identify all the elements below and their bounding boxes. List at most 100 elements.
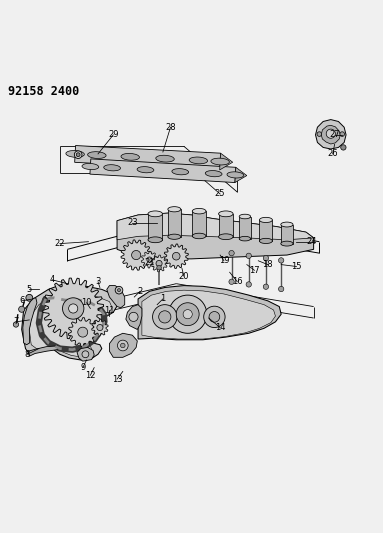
Ellipse shape [82, 164, 99, 169]
Text: 19: 19 [219, 256, 229, 265]
Circle shape [19, 306, 25, 312]
Circle shape [26, 294, 33, 301]
Text: 7: 7 [13, 317, 19, 326]
Text: 10: 10 [81, 298, 92, 307]
Polygon shape [77, 348, 94, 361]
Ellipse shape [168, 234, 181, 239]
Polygon shape [316, 119, 346, 149]
Polygon shape [43, 278, 104, 339]
Polygon shape [90, 159, 236, 182]
Text: 24: 24 [306, 237, 317, 246]
Text: 2: 2 [137, 287, 142, 296]
Circle shape [229, 279, 234, 285]
Ellipse shape [205, 171, 222, 177]
Polygon shape [23, 298, 37, 345]
Circle shape [278, 286, 284, 292]
Text: 14: 14 [215, 323, 225, 332]
Ellipse shape [259, 238, 272, 244]
Text: 17: 17 [249, 266, 260, 275]
Circle shape [82, 351, 89, 358]
Circle shape [152, 305, 177, 329]
Circle shape [340, 132, 345, 136]
Ellipse shape [189, 157, 208, 164]
Circle shape [78, 327, 88, 337]
Polygon shape [148, 214, 162, 240]
Polygon shape [138, 286, 281, 340]
Text: 11: 11 [104, 306, 115, 315]
Polygon shape [68, 318, 97, 346]
Circle shape [176, 303, 199, 326]
Circle shape [317, 132, 322, 136]
Polygon shape [192, 211, 206, 236]
Ellipse shape [168, 207, 181, 212]
Text: 1: 1 [160, 294, 165, 303]
Ellipse shape [219, 234, 233, 240]
Polygon shape [281, 224, 293, 244]
Polygon shape [168, 209, 181, 237]
Circle shape [204, 306, 225, 328]
Circle shape [121, 343, 125, 348]
Polygon shape [219, 214, 233, 237]
Ellipse shape [211, 158, 229, 165]
Text: 12: 12 [85, 371, 96, 379]
Text: 9: 9 [80, 363, 85, 372]
Polygon shape [29, 293, 112, 357]
Ellipse shape [148, 211, 162, 217]
Ellipse shape [172, 168, 189, 175]
Circle shape [13, 322, 19, 327]
Text: 29: 29 [108, 131, 118, 139]
Polygon shape [239, 216, 250, 239]
Circle shape [209, 311, 220, 322]
Text: 8: 8 [25, 350, 30, 359]
Text: 28: 28 [165, 123, 176, 132]
Polygon shape [107, 286, 125, 308]
Ellipse shape [281, 222, 293, 227]
Polygon shape [142, 290, 275, 339]
Text: 27: 27 [329, 131, 340, 139]
Polygon shape [235, 167, 247, 182]
Polygon shape [22, 284, 119, 360]
Circle shape [341, 145, 346, 150]
Text: 4: 4 [49, 276, 55, 285]
Circle shape [62, 298, 84, 319]
Ellipse shape [148, 237, 162, 243]
Polygon shape [121, 240, 151, 270]
Ellipse shape [239, 236, 250, 241]
Ellipse shape [227, 172, 244, 178]
Text: 23: 23 [127, 218, 137, 227]
Text: 20: 20 [178, 271, 189, 280]
Text: 5: 5 [27, 285, 32, 294]
Circle shape [159, 311, 171, 323]
Circle shape [263, 255, 268, 261]
Polygon shape [92, 319, 108, 336]
Circle shape [183, 310, 192, 319]
Polygon shape [321, 125, 340, 144]
Circle shape [115, 286, 123, 294]
Circle shape [69, 304, 78, 313]
Circle shape [326, 129, 336, 138]
Text: 6: 6 [19, 296, 25, 305]
Circle shape [246, 253, 251, 259]
Ellipse shape [66, 150, 84, 157]
Ellipse shape [104, 165, 121, 171]
Circle shape [156, 261, 162, 266]
Ellipse shape [137, 167, 154, 173]
Polygon shape [117, 213, 314, 259]
Text: 26: 26 [327, 149, 338, 158]
Text: 15: 15 [291, 262, 302, 271]
Polygon shape [28, 346, 58, 356]
Polygon shape [117, 213, 314, 240]
Circle shape [74, 151, 82, 158]
Polygon shape [75, 146, 221, 170]
Polygon shape [259, 220, 272, 241]
Circle shape [229, 251, 234, 256]
Circle shape [76, 153, 80, 157]
Polygon shape [126, 305, 142, 329]
Text: 16: 16 [232, 277, 242, 286]
Polygon shape [141, 251, 158, 268]
Text: 25: 25 [215, 190, 225, 198]
Circle shape [97, 325, 103, 330]
Ellipse shape [156, 155, 174, 162]
Circle shape [147, 257, 152, 262]
Ellipse shape [259, 217, 272, 223]
